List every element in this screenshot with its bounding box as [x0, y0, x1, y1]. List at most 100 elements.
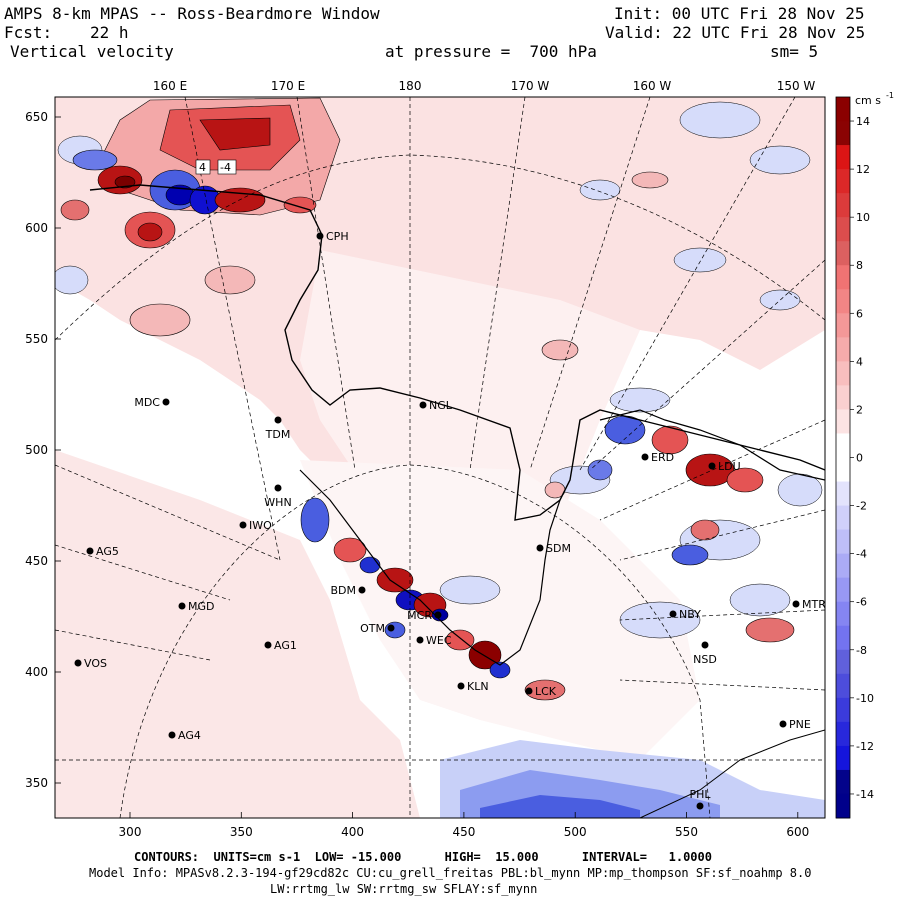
- colorbar-swatch: [836, 409, 850, 434]
- station-label: WEC: [426, 634, 452, 647]
- station-dot: [74, 659, 82, 667]
- colorbar-swatch: [836, 481, 850, 507]
- station-dot: [779, 720, 787, 728]
- station-label: LCK: [535, 685, 557, 698]
- y-axis: 650 600 550 500 450 400 350: [25, 110, 61, 790]
- station-dot: [669, 610, 677, 618]
- coastline-east: [599, 409, 825, 481]
- station-dot: [86, 547, 94, 555]
- colorbar-swatch: [836, 313, 850, 338]
- ice-shelf-edge: [299, 469, 561, 666]
- station-label: ERD: [651, 451, 674, 464]
- contour-info: CONTOURS: UNITS=cm s-1 LOW= -15.000 HIGH…: [134, 850, 712, 864]
- ross-ice-shelf-tint: [300, 460, 700, 760]
- station-label: OTM: [360, 622, 385, 635]
- station-label: PNE: [789, 718, 811, 731]
- station-dot: [434, 611, 442, 619]
- colorbar-label: 10: [856, 211, 870, 224]
- station-label: MTR: [802, 598, 826, 611]
- station-label: NSD: [693, 653, 717, 666]
- colorbar-label: 12: [856, 163, 870, 176]
- station-label: BDM: [330, 584, 356, 597]
- colorbar-swatch: [836, 433, 850, 458]
- x-tick-label: 350: [230, 825, 253, 839]
- pressure-level: at pressure = 700 hPa: [385, 42, 597, 61]
- extrema-annotations: 4 -4: [195, 159, 237, 175]
- top-axis-label: 170 E: [271, 79, 305, 93]
- colorbar-swatch: [836, 673, 850, 699]
- y-tick-label: 450: [25, 554, 48, 568]
- colorbar-label: -12: [856, 740, 874, 753]
- station-label: MGD: [188, 600, 215, 613]
- station-label: IWO: [249, 519, 272, 532]
- colorbar-swatch: [836, 553, 850, 579]
- station-label: PHL: [689, 788, 711, 801]
- station-label: TDM: [265, 428, 291, 441]
- top-axis-label: 150 W: [777, 79, 816, 93]
- transantarctic-chain: [300, 497, 566, 701]
- station-dot: [239, 521, 247, 529]
- y-tick-label: 550: [25, 332, 48, 346]
- x-tick-label: 400: [341, 825, 364, 839]
- top-axis-label: 160 E: [153, 79, 187, 93]
- y-tick-label: 650: [25, 110, 48, 124]
- station-label: MDC: [134, 396, 160, 409]
- eastern-cells: [544, 415, 795, 643]
- station-label: AG5: [96, 545, 119, 558]
- colorbar-swatch: [836, 289, 850, 314]
- southern-descent-band: [440, 740, 825, 818]
- station-label: AG1: [274, 639, 297, 652]
- colorbar-swatch: [836, 769, 850, 795]
- colorbar-label: 6: [856, 307, 863, 320]
- station-dot: [792, 600, 800, 608]
- y-tick-label: 600: [25, 221, 48, 235]
- station-dot: [419, 401, 427, 409]
- station-dot: [168, 731, 176, 739]
- station-dot: [536, 544, 544, 552]
- map-frame: [54, 96, 826, 819]
- model-info: Model Info: MPASv8.2.3-194-gf29cd82c CU:…: [89, 866, 812, 880]
- colorbar-label: 2: [856, 403, 863, 416]
- annotation-max: 4: [199, 161, 206, 174]
- station-label: MCR: [407, 609, 432, 622]
- station-label: NGL: [429, 399, 453, 412]
- colorbar-label: 4: [856, 355, 863, 368]
- station-dot: [274, 416, 282, 424]
- colorbar-swatch: [836, 385, 850, 410]
- station-label: CPH: [326, 230, 349, 243]
- top-axis-label: 180: [399, 79, 422, 93]
- x-tick-label: 300: [119, 825, 142, 839]
- colorbar-label: -2: [856, 500, 867, 513]
- station-dot: [641, 453, 649, 461]
- colorbar-swatch: [836, 337, 850, 362]
- station-label: AG4: [178, 729, 201, 742]
- top-longitude-axis: 160 E 170 E 180 170 W 160 W 150 W: [153, 79, 816, 93]
- y-tick-label: 400: [25, 665, 48, 679]
- southern-coast: [639, 729, 825, 818]
- x-axis: 300 350 400 450 500 550 600: [119, 812, 809, 839]
- colorbar-swatch: [836, 457, 850, 483]
- y-tick-label: 350: [25, 776, 48, 790]
- colorbar-swatch: [836, 649, 850, 675]
- colorbar-swatch: [836, 505, 850, 531]
- colorbar-swatch: [836, 265, 850, 290]
- colorbar-swatch: [836, 121, 850, 146]
- colorbar-label: 0: [856, 452, 863, 465]
- station-label: LDU: [718, 460, 741, 473]
- valid-time: Valid: 22 UTC Fri 28 Nov 25: [605, 23, 866, 42]
- station-dot: [316, 232, 324, 240]
- colorbar-units: cm s: [855, 94, 881, 107]
- colorbar-swatch: [836, 601, 850, 627]
- colorbar-swatch: [836, 169, 850, 194]
- colorbar-swatch: [836, 697, 850, 723]
- map-panel[interactable]: 4 -4 CPH MDC TDM NGL WHN IWO AG5 SDM BDM MGD OTM NB…: [52, 97, 873, 818]
- weak-ascent-lower: [55, 450, 420, 818]
- y-tick-label: 500: [25, 443, 48, 457]
- station-dot: [525, 687, 533, 695]
- colorbar-swatch: [836, 625, 850, 651]
- station-dot: [701, 641, 709, 649]
- station-dot: [457, 682, 465, 690]
- station-dot: [387, 624, 395, 632]
- station-label: NBY: [679, 608, 701, 621]
- colorbar-swatch: [836, 241, 850, 266]
